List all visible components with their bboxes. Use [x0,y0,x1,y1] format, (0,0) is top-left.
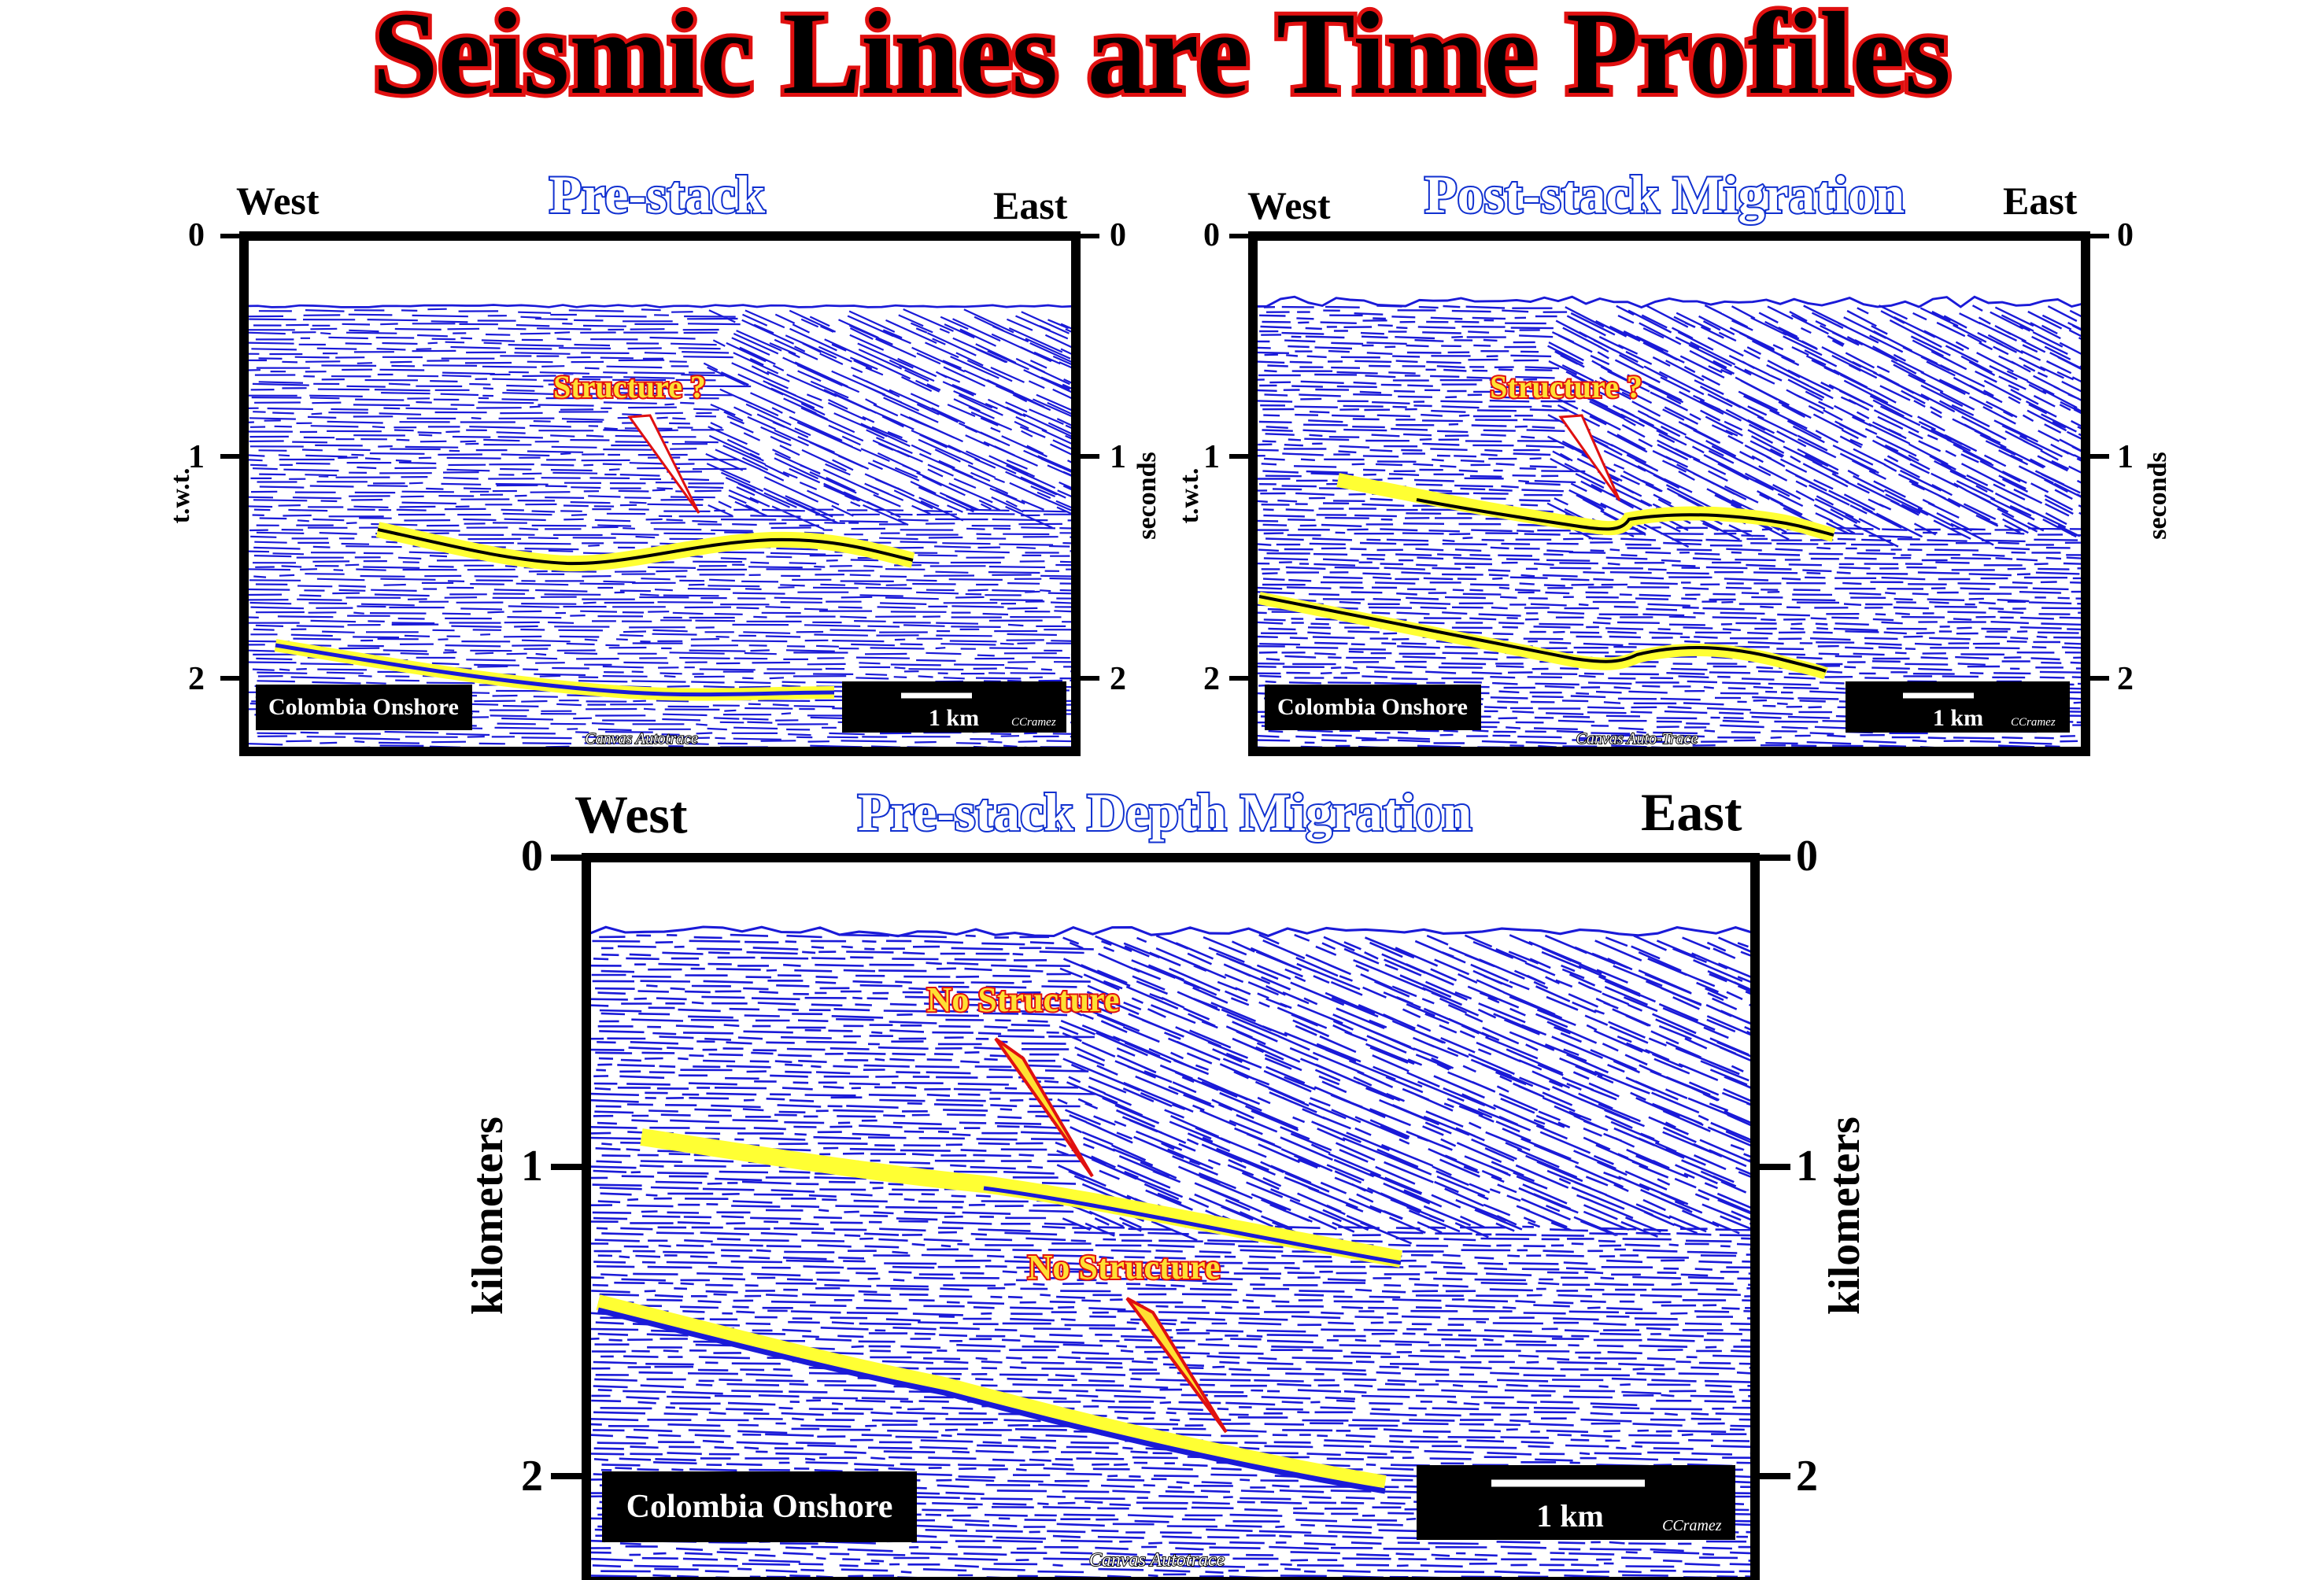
west-label: West [1247,183,1331,227]
horizon-line [983,1186,1402,1265]
tick-label: 2 [1203,661,1220,697]
tick-label: 1 [1796,1142,1818,1191]
scale-box [1846,681,2070,733]
annotation-arrow [627,414,700,514]
panel-heading: Pre-stack Depth Migration [858,782,1472,842]
location-label: Colombia Onshore [268,694,459,720]
tick-label: 0 [1796,832,1818,880]
right-axis-label: seconds [1132,452,1162,539]
surface-reflector [586,925,1755,938]
panel-heading: Post-stack Migration [1424,164,1905,224]
section-background [244,236,1076,751]
seismic-section [1253,236,2086,751]
west-label: West [575,784,688,844]
watermark: Canvas Auto-Trace [1576,730,1698,748]
horizon-line [1258,595,1827,673]
scale-label: 1 km [929,705,979,731]
horizon-highlight [1258,592,1828,680]
west-label: West [236,179,320,223]
surface-reflector [1253,295,2086,309]
watermark: Canvas Autotrace [585,730,698,748]
annotation-arrow [1125,1297,1228,1434]
tick-label: 0 [521,832,543,880]
tick-label: 1 [521,1142,543,1191]
horizon-line [1416,498,1834,537]
horizon-highlight [596,1294,1387,1491]
seismic-section [586,858,1755,1580]
annotation-arrow [994,1037,1094,1178]
credit-label: CCramez [1662,1517,1722,1534]
left-axis-label: kilometers [464,1117,512,1315]
tick-label: 2 [521,1452,543,1501]
horizon-line [377,528,914,566]
tick-label: 2 [1110,661,1126,697]
tick-label: 0 [2117,217,2134,253]
location-box [256,685,472,730]
annotation-arrow [1558,414,1621,501]
surface-reflector [244,304,1076,311]
east-label: East [2003,179,2078,223]
tick-label: 0 [188,217,205,253]
no-structure-annotation: No Structure [927,980,1120,1019]
tick-label: 2 [2117,661,2134,697]
no-structure-annotation: No Structure [1028,1248,1221,1287]
right-axis-label: seconds [2143,452,2172,539]
tick-label: 1 [1110,439,1126,475]
left-axis-label: t.w.t. [1175,468,1204,524]
watermark: Canvas Autotrace [1089,1550,1225,1571]
tick-label: 1 [1203,439,1220,475]
section-frame [582,853,1760,1580]
panel-post-stack-migration: Post-stack Migration West East 0 1 2 t.w… [1175,163,2172,756]
location-label: Colombia Onshore [1277,694,1468,720]
right-axis-label: kilometers [1820,1117,1869,1315]
seismic-section [244,236,1076,751]
panel-heading: Pre-stack [549,164,766,224]
horizon-line [275,643,835,697]
section-frame [1248,231,2090,756]
structure-annotation: Structure ? [553,369,706,404]
reflector-traces [244,304,1076,751]
location-label: Colombia Onshore [626,1489,893,1525]
section-frame [239,231,1081,756]
scale-label: 1 km [1536,1498,1604,1534]
east-label: East [1641,782,1742,842]
panel-pre-stack-depth-migration: Pre-stack Depth Migration West East 0 1 … [464,781,1869,1580]
tick-label: 0 [1110,217,1126,253]
credit-label: CCramez [1011,716,1056,729]
scale-box [842,681,1066,733]
scale-label: 1 km [1933,705,1983,731]
left-axis-label: t.w.t. [166,468,195,524]
scale-box [1417,1465,1735,1540]
tick-label: 1 [2117,439,2134,475]
location-box [1265,685,1481,730]
horizon-line [597,1307,1386,1494]
tick-label: 2 [188,661,205,697]
tick-label: 1 [188,439,205,475]
tick-label: 0 [1203,217,1220,253]
panel-pre-stack: Pre-stack West East 0 1 2 t.w.t. 0 1 2 s… [166,163,1162,756]
east-label: East [993,183,1068,227]
location-box [602,1471,917,1542]
main-title: Seismic Lines are Time Profiles [372,0,1950,119]
reflector-segments [244,308,1076,751]
credit-label: CCramez [2011,716,2056,729]
structure-annotation: Structure ? [1490,369,1642,404]
tick-label: 2 [1796,1452,1818,1501]
horizon-highlight [640,1128,1402,1268]
